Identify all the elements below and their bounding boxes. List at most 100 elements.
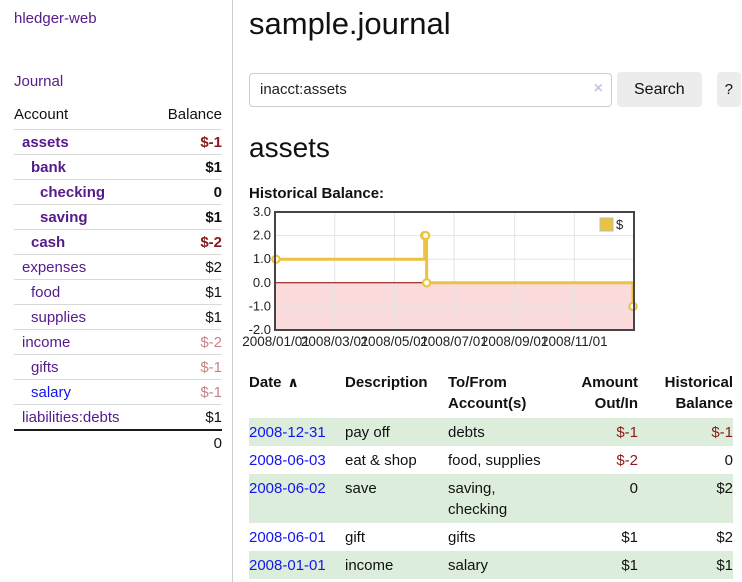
account-balance: $1 xyxy=(205,159,222,176)
transaction-description: pay off xyxy=(345,424,390,441)
register-header-date[interactable]: Date ∧ xyxy=(249,374,299,391)
transaction-amount: $-1 xyxy=(616,424,638,441)
transaction-amount: $1 xyxy=(621,557,638,574)
transaction-description: eat & shop xyxy=(345,452,417,469)
register-header-amount: Amount Out/In xyxy=(581,374,638,412)
account-row: expenses $2 xyxy=(14,254,222,280)
account-link-assets[interactable]: assets xyxy=(22,134,69,151)
search-input[interactable] xyxy=(249,72,612,107)
account-link-expenses[interactable]: expenses xyxy=(22,259,87,276)
svg-text:2008/07/01: 2008/07/01 xyxy=(420,334,488,349)
help-button[interactable]: ? xyxy=(716,72,741,107)
transaction-accounts: gifts xyxy=(448,529,476,546)
account-link-cash[interactable]: cash xyxy=(31,234,66,251)
transaction-accounts: food, supplies xyxy=(448,452,541,469)
account-balance: $-1 xyxy=(200,134,222,151)
transaction-amount: 0 xyxy=(629,480,638,497)
historical-balance-chart: $3.0 2.0 1.0 0.0 -1.0 -2.0 2008/01/01 2008/03/0… xyxy=(242,204,649,353)
account-balance: 0 xyxy=(213,184,222,201)
transaction-date-link[interactable]: 2008-12-31 xyxy=(249,424,326,441)
transaction-row: 2008-06-03 eat & shop food, supplies $-2… xyxy=(249,446,733,474)
account-row: assets $-1 xyxy=(14,129,222,155)
transaction-row: 2008-12-31 pay off debts $-1 $-1 xyxy=(249,418,733,446)
account-balance: $1 xyxy=(205,209,222,226)
account-link-salary[interactable]: salary xyxy=(31,384,72,401)
account-balance: $-2 xyxy=(200,234,222,251)
account-row: cash $-2 xyxy=(14,229,222,255)
svg-text:2008/09/01: 2008/09/01 xyxy=(481,334,549,349)
account-row: food $1 xyxy=(14,279,222,305)
page-title: sample.journal xyxy=(249,6,451,41)
account-row: income $-2 xyxy=(14,329,222,355)
svg-text:1.0: 1.0 xyxy=(253,251,271,266)
accounts-header-balance: Balance xyxy=(167,106,222,123)
transaction-row: 2008-06-02 save saving, checking 0 $2 xyxy=(249,474,733,523)
account-balance: $-2 xyxy=(200,334,222,351)
transaction-balance: $2 xyxy=(716,529,733,546)
sidebar: hledger-web Journal Account Balance asse… xyxy=(0,0,233,582)
account-link-liabilities-debts[interactable]: liabilities:debts xyxy=(22,409,120,426)
main-content: sample.journal × Search ? assets Histori… xyxy=(233,0,741,582)
sidebar-item-journal[interactable]: Journal xyxy=(14,73,64,90)
account-link-checking[interactable]: checking xyxy=(40,184,106,201)
account-link-income[interactable]: income xyxy=(22,334,71,351)
account-row: saving $1 xyxy=(14,204,222,230)
accounts-table-header: Account Balance xyxy=(14,104,222,130)
transaction-accounts: salary xyxy=(448,557,489,574)
svg-text:0.0: 0.0 xyxy=(253,275,271,290)
transaction-date-link[interactable]: 2008-06-02 xyxy=(249,480,326,497)
accounts-total-value: 0 xyxy=(213,435,222,452)
account-row: liabilities:debts $1 xyxy=(14,404,222,431)
transaction-date-link[interactable]: 2008-06-03 xyxy=(249,452,326,469)
transaction-balance: $-1 xyxy=(711,424,733,441)
transaction-date-link[interactable]: 2008-06-01 xyxy=(249,529,326,546)
account-link-gifts[interactable]: gifts xyxy=(31,359,59,376)
account-row: salary $-1 xyxy=(14,379,222,405)
search-form: × Search ? xyxy=(249,72,741,107)
register-table: Date ∧ Description To/From Account(s) Amo… xyxy=(249,370,733,579)
account-link-supplies[interactable]: supplies xyxy=(31,309,87,326)
transaction-description: income xyxy=(345,557,394,574)
accounts-table: Account Balance assets $-1 bank $1 check… xyxy=(14,104,222,455)
svg-text:2.0: 2.0 xyxy=(253,228,271,243)
search-button[interactable]: Search xyxy=(617,72,702,107)
account-link-food[interactable]: food xyxy=(31,284,61,301)
transaction-accounts: debts xyxy=(448,424,485,441)
svg-text:3.0: 3.0 xyxy=(253,204,271,219)
sort-ascending-icon: ∧ xyxy=(287,374,299,390)
chart-title: Historical Balance: xyxy=(249,185,385,202)
account-balance: $-1 xyxy=(200,359,222,376)
app-title-link[interactable]: hledger-web xyxy=(14,10,97,27)
transaction-row: 2008-06-01 gift gifts $1 $2 xyxy=(249,523,733,551)
svg-text:2008/05/01: 2008/05/01 xyxy=(361,334,429,349)
transaction-description: save xyxy=(345,480,377,497)
account-link-saving[interactable]: saving xyxy=(40,209,88,226)
account-row: bank $1 xyxy=(14,154,222,180)
register-header-row: Date ∧ Description To/From Account(s) Amo… xyxy=(249,370,733,418)
account-row: checking 0 xyxy=(14,179,222,205)
account-balance: $2 xyxy=(205,259,222,276)
register-header-description: Description xyxy=(345,374,428,391)
transaction-balance: 0 xyxy=(724,452,733,469)
svg-text:-2.0: -2.0 xyxy=(249,322,271,337)
register-header-accounts: To/From Account(s) xyxy=(448,374,527,412)
accounts-total-row: 0 xyxy=(14,430,222,455)
account-row: supplies $1 xyxy=(14,304,222,330)
register-header-balance: Historical Balance xyxy=(664,374,733,412)
account-balance: $1 xyxy=(205,409,222,426)
svg-text:2008/01/01: 2008/01/01 xyxy=(242,334,310,349)
accounts-header-account: Account xyxy=(14,106,69,123)
account-balance: $-1 xyxy=(200,384,222,401)
transaction-balance: $1 xyxy=(716,557,733,574)
account-heading: assets xyxy=(249,132,330,163)
transaction-balance: $2 xyxy=(716,480,733,497)
chart-canvas: $3.0 2.0 1.0 0.0 -1.0 -2.02008/01/012008/03/0… xyxy=(242,204,638,349)
account-balance: $1 xyxy=(205,284,222,301)
transaction-amount: $1 xyxy=(621,529,638,546)
account-link-bank[interactable]: bank xyxy=(31,159,67,176)
clear-search-icon[interactable]: × xyxy=(593,79,603,97)
transaction-date-link[interactable]: 2008-01-01 xyxy=(249,557,326,574)
svg-text:$: $ xyxy=(616,217,624,232)
svg-text:2008/03/01: 2008/03/01 xyxy=(301,334,369,349)
